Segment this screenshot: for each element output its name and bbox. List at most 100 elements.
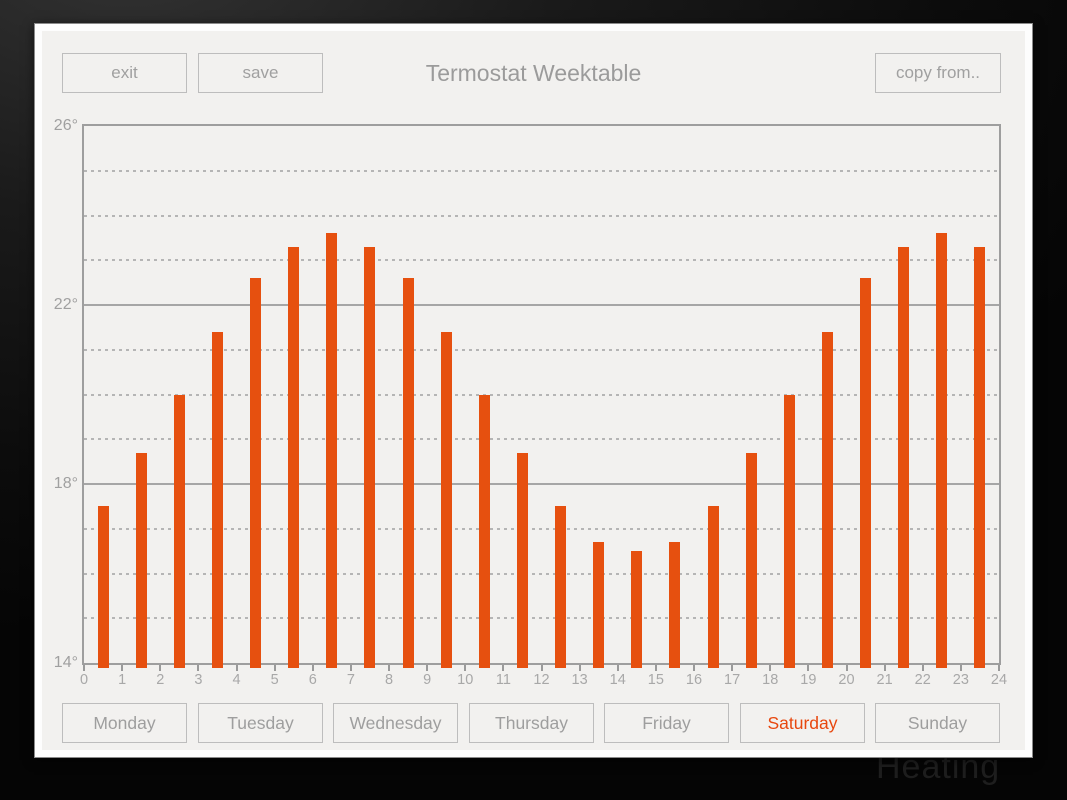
gridline-minor — [84, 572, 999, 575]
x-axis-label: 4 — [232, 672, 241, 688]
x-axis-label: 10 — [457, 672, 474, 688]
temp-bar-hour-4[interactable] — [250, 278, 262, 668]
day-tab-sunday[interactable]: Sunday — [875, 703, 1000, 743]
day-tab-thursday[interactable]: Thursday — [469, 703, 594, 743]
window-content: Termostat Weektable exit save copy from.… — [42, 31, 1025, 750]
x-axis-tick — [83, 665, 85, 671]
x-axis-label: 3 — [194, 672, 203, 688]
temp-bar-hour-21[interactable] — [898, 246, 910, 668]
x-axis-tick — [159, 665, 162, 671]
x-axis-label: 19 — [800, 672, 817, 688]
temp-bar-hour-1[interactable] — [135, 452, 147, 668]
x-axis-tick — [349, 665, 352, 671]
temp-bar-hour-0[interactable] — [97, 506, 109, 668]
day-tab-tuesday[interactable]: Tuesday — [198, 703, 323, 743]
x-axis-tick — [502, 665, 505, 671]
x-axis-tick — [654, 665, 657, 671]
x-axis-label: 2 — [156, 672, 165, 688]
weektable-chart: 14° 18° 22° 26° 0 1 2 3 4 5 6 7 8 9 10 11 12 13 14 15 16 17 18… — [42, 31, 1025, 750]
temp-bar-hour-13[interactable] — [593, 542, 605, 668]
x-axis-label: 6 — [308, 672, 317, 688]
x-axis-tick — [845, 665, 848, 671]
temp-bar-hour-22[interactable] — [936, 233, 948, 668]
gridline-minor — [84, 527, 999, 530]
x-axis-tick — [273, 665, 276, 671]
x-axis-label: 12 — [533, 672, 550, 688]
day-tab-wednesday[interactable]: Wednesday — [333, 703, 458, 743]
x-axis-label: 14 — [609, 672, 626, 688]
temp-bar-hour-9[interactable] — [440, 331, 452, 668]
x-axis-tick — [807, 665, 810, 671]
y-axis-label: 14° — [53, 654, 78, 671]
temp-bar-hour-11[interactable] — [516, 452, 528, 668]
day-tab-friday[interactable]: Friday — [604, 703, 729, 743]
temp-bar-hour-5[interactable] — [288, 246, 300, 668]
x-axis-tick — [197, 665, 200, 671]
x-axis-tick — [464, 665, 467, 671]
temp-bar-hour-23[interactable] — [974, 246, 986, 668]
x-axis-label: 9 — [423, 672, 432, 688]
temp-bar-hour-2[interactable] — [173, 394, 185, 668]
x-axis-label: 5 — [270, 672, 279, 688]
x-axis-tick — [311, 665, 314, 671]
x-axis-label: 13 — [571, 672, 588, 688]
x-axis-tick — [998, 665, 1000, 671]
gridline-minor — [84, 169, 999, 172]
plot-area — [82, 124, 1001, 671]
x-axis-label: 24 — [990, 672, 1008, 688]
x-axis-tick — [388, 665, 390, 671]
x-axis-tick — [693, 665, 695, 671]
x-axis-label: 11 — [495, 672, 511, 688]
gridline-minor — [84, 348, 999, 351]
thermostat-weektable-window: Termostat Weektable exit save copy from.… — [34, 23, 1033, 758]
x-axis-tick — [883, 665, 886, 671]
x-axis-tick — [540, 665, 543, 671]
gridline-minor — [84, 214, 999, 217]
exit-button[interactable]: exit — [62, 53, 187, 93]
gridline-major — [84, 483, 999, 485]
temp-bar-hour-19[interactable] — [821, 331, 833, 668]
x-axis-label: 7 — [346, 672, 355, 688]
x-axis-tick — [731, 665, 734, 671]
x-axis-label: 1 — [118, 672, 127, 688]
temp-bar-hour-12[interactable] — [555, 506, 567, 668]
x-axis-label: 22 — [914, 672, 931, 688]
x-axis-tick — [121, 665, 124, 671]
gridline-minor — [84, 393, 999, 396]
temp-bar-hour-14[interactable] — [631, 551, 643, 668]
x-axis-tick — [235, 665, 238, 671]
save-button[interactable]: save — [198, 53, 323, 93]
x-axis-tick — [921, 665, 924, 671]
x-axis-tick — [426, 665, 429, 671]
temp-bar-hour-17[interactable] — [745, 452, 757, 668]
gridline-minor — [84, 259, 999, 262]
temp-bar-hour-7[interactable] — [364, 246, 376, 668]
x-axis-label: 17 — [724, 672, 741, 688]
temp-bar-hour-3[interactable] — [211, 331, 223, 668]
y-axis-label: 26° — [53, 117, 78, 134]
day-tab-monday[interactable]: Monday — [62, 703, 187, 743]
temp-bar-hour-20[interactable] — [860, 278, 872, 668]
gridline-major — [84, 304, 999, 306]
day-tab-saturday[interactable]: Saturday — [740, 703, 865, 743]
x-axis-tick — [616, 665, 619, 671]
x-axis-label: 8 — [384, 672, 394, 688]
gridline-minor — [84, 617, 999, 620]
x-axis-label: 20 — [838, 672, 855, 688]
copy-from-button[interactable]: copy from.. — [875, 53, 1001, 93]
temp-bar-hour-6[interactable] — [326, 233, 338, 668]
temp-bar-hour-16[interactable] — [707, 506, 719, 668]
temp-bar-hour-15[interactable] — [669, 542, 681, 668]
temp-bar-hour-8[interactable] — [402, 278, 414, 668]
temp-bar-hour-10[interactable] — [478, 394, 490, 668]
x-axis-tick — [578, 665, 581, 671]
x-axis-label: 16 — [685, 672, 703, 688]
x-axis-label: 18 — [762, 672, 779, 688]
y-axis-label: 22° — [53, 296, 78, 313]
x-axis-tick — [769, 665, 772, 671]
x-axis-tick — [959, 665, 962, 671]
temp-bar-hour-18[interactable] — [783, 394, 795, 668]
x-axis-label: 0 — [79, 672, 89, 688]
x-axis-label: 21 — [876, 672, 893, 688]
